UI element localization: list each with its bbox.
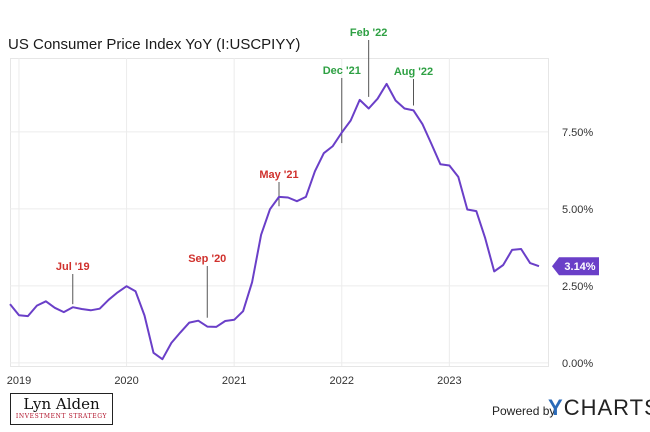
last-value-badge <box>552 257 599 276</box>
lyn-alden-logo: Lyn Alden INVESTMENT STRATEGY <box>10 393 113 425</box>
ycharts-logo-text: CHARTS <box>563 395 650 420</box>
ycharts-logo-y: Y <box>548 395 564 420</box>
logo-subtitle: INVESTMENT STRATEGY <box>15 413 108 420</box>
x-tick-label: 2020 <box>114 375 138 387</box>
plot-frame <box>10 58 549 367</box>
x-tick-label: 2023 <box>437 375 461 387</box>
ycharts-logo: YCHARTS <box>548 395 650 421</box>
annotation-label: Aug '22 <box>394 66 433 78</box>
x-tick-label: 2021 <box>222 375 246 387</box>
cpi-series-line <box>9 82 540 361</box>
annotation-label: Sep '20 <box>188 253 226 265</box>
logo-name: Lyn Alden <box>23 395 100 413</box>
annotation-label: Dec '21 <box>323 65 361 77</box>
chart-title: US Consumer Price Index YoY (I:USCPIYY) <box>8 36 301 53</box>
y-tick-label: 2.50% <box>562 281 593 293</box>
annotation-label: Jul '19 <box>56 261 90 273</box>
y-tick-label: 0.00% <box>562 358 593 370</box>
annotation-label: May '21 <box>259 169 298 181</box>
last-value-label: 3.14% <box>564 261 595 273</box>
y-tick-label: 5.00% <box>562 204 593 216</box>
x-tick-label: 2019 <box>7 375 31 387</box>
x-tick-label: 2022 <box>330 375 354 387</box>
y-tick-label: 7.50% <box>562 127 593 139</box>
powered-by-label: Powered by <box>492 404 556 418</box>
annotation-label: Feb '22 <box>350 27 387 39</box>
